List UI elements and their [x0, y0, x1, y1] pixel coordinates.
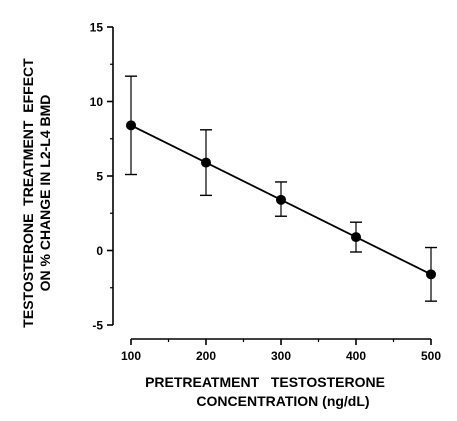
- x-tick-labels: 100 200 300 400 500: [121, 349, 441, 363]
- data-point: [426, 269, 436, 280]
- data-point: [351, 232, 361, 243]
- x-tick-label: 200: [196, 349, 216, 363]
- data-point: [126, 120, 136, 131]
- y-tick-label: 5: [96, 170, 103, 184]
- x-axis-title-line-1: PRETREATMENT TESTOSTERONE: [145, 374, 385, 390]
- error-bars: [125, 75, 437, 302]
- y-tick-label: 10: [90, 95, 104, 109]
- data-point: [276, 194, 286, 205]
- x-tick-label: 100: [121, 349, 141, 363]
- x-tick-label: 400: [346, 349, 366, 363]
- y-tick-label: 0: [96, 244, 103, 258]
- y-tick-labels: 15 10 5 0 -5: [90, 21, 104, 333]
- axes: [107, 26, 432, 345]
- y-tick-label: -5: [92, 319, 103, 333]
- x-axis-title-line-2: CONCENTRATION (ng/dL): [196, 393, 369, 409]
- y-axis-title-line-1: TESTOSTERONE TREATMENT EFFECT: [20, 58, 36, 328]
- y-tick-label: 15: [90, 21, 104, 35]
- x-tick-label: 500: [421, 349, 441, 363]
- x-tick-label: 300: [271, 349, 291, 363]
- data-points: [126, 120, 436, 280]
- y-axis-title-line-2: ON % CHANGE IN L2-L4 BMD: [37, 95, 53, 292]
- data-point: [201, 157, 211, 168]
